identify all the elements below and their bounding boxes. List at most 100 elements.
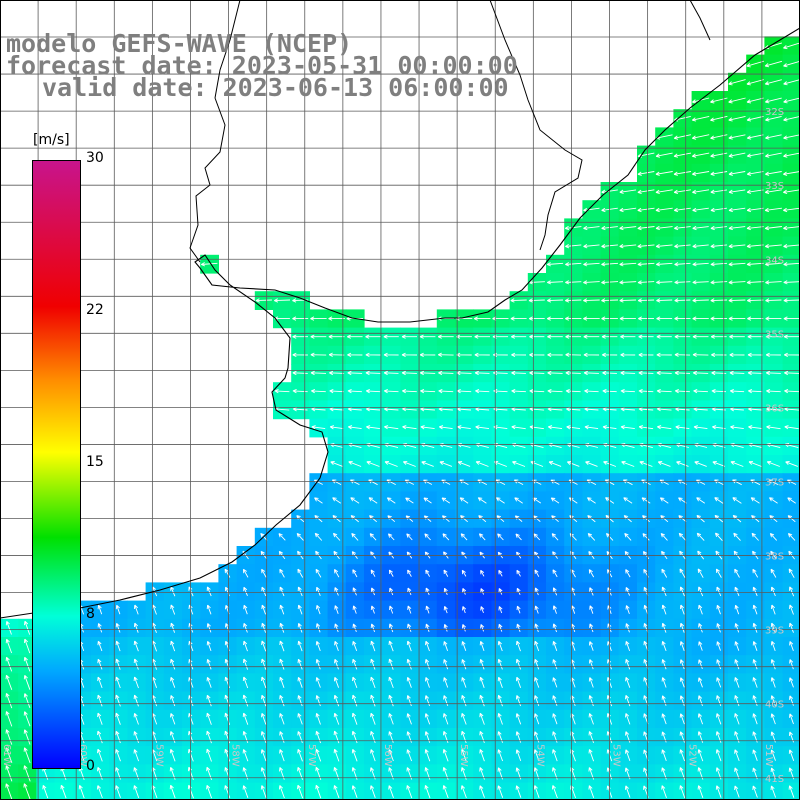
wind-arrow (23, 656, 31, 672)
wind-arrow (564, 298, 582, 303)
wind-arrow (728, 225, 746, 231)
wind-arrow (734, 641, 740, 651)
wind-arrow (97, 712, 103, 725)
wind-arrow (260, 785, 267, 799)
wind-arrow (333, 748, 340, 762)
wind-arrow (261, 640, 267, 652)
wind-arrow (206, 784, 213, 799)
wind-arrow (419, 370, 436, 376)
wind-arrow (352, 658, 358, 670)
wind-arrow (552, 677, 558, 688)
wind-arrow (565, 262, 582, 267)
wind-arrow (534, 640, 540, 652)
wind-arrow (770, 677, 776, 688)
wind-arrow (660, 532, 668, 541)
wind-arrow (347, 425, 362, 430)
wind-arrow (315, 640, 321, 652)
wind-arrow (60, 784, 67, 799)
wind-arrow (789, 604, 794, 615)
wind-arrow (516, 623, 521, 632)
wind-cell (782, 637, 800, 656)
wind-arrow (292, 334, 308, 339)
border-line (189, 97, 226, 263)
wind-arrow (583, 298, 600, 303)
wind-arrow (347, 352, 363, 358)
wind-arrow (746, 152, 764, 158)
wind-arrow (243, 640, 248, 652)
wind-arrow (477, 497, 487, 504)
wind-arrow (133, 694, 139, 707)
wind-arrow (402, 425, 417, 430)
wind-arrow (424, 551, 431, 559)
wind-arrow (656, 370, 672, 376)
wind-arrow (673, 207, 691, 213)
wind-arrow (510, 298, 527, 303)
coast-line (0, 27, 800, 619)
wind-arrow (5, 747, 13, 764)
wind-arrow (97, 748, 103, 762)
wind-arrow (438, 425, 453, 430)
wind-arrow (366, 460, 380, 467)
wind-arrow (23, 729, 31, 745)
wind-arrow (656, 334, 672, 339)
wind-arrow (674, 352, 691, 357)
wind-arrow (407, 587, 412, 596)
wind-arrow (370, 712, 376, 725)
wind-arrow (370, 623, 376, 633)
wind-arrow (406, 658, 412, 670)
wind-arrow (292, 388, 308, 394)
wind-arrow (297, 568, 304, 578)
wind-arrow (115, 676, 121, 689)
colorbar-tick-8: 8 (86, 606, 95, 622)
wind-arrow (443, 677, 449, 688)
wind-arrow (169, 784, 176, 799)
wind-arrow (443, 587, 448, 595)
wind-arrow (588, 785, 595, 798)
wind-arrow (783, 207, 800, 213)
wind-arrow (746, 115, 764, 122)
wind-arrow (460, 533, 468, 541)
wind-arrow (333, 676, 340, 688)
wind-arrow (694, 461, 707, 467)
colorbar-unit: [m/s] (33, 132, 70, 148)
wind-arrow (728, 115, 746, 122)
wind-arrow (710, 316, 728, 321)
wind-arrow (674, 316, 691, 321)
wind-cell (782, 600, 800, 620)
wind-arrow (789, 659, 794, 670)
wind-arrow (511, 388, 526, 394)
wind-arrow (661, 568, 668, 578)
wind-arrow (661, 640, 667, 652)
wind-arrow (728, 298, 746, 303)
wind-arrow (534, 587, 539, 596)
wind-arrow (712, 425, 726, 430)
wind-arrow (443, 551, 449, 559)
wind-arrow (746, 244, 764, 249)
wind-arrow (368, 497, 378, 504)
wind-arrow (783, 97, 800, 104)
wind-arrow (352, 587, 357, 596)
wind-cell (782, 564, 800, 583)
wind-arrow (170, 640, 176, 652)
wind-arrow (584, 388, 599, 394)
wind-arrow (625, 749, 631, 762)
wind-arrow (679, 659, 685, 670)
wind-arrow (661, 622, 667, 633)
wind-arrow (770, 622, 776, 633)
wind-arrow (206, 623, 212, 633)
wind-arrow (424, 749, 431, 762)
wind-arrow (552, 749, 558, 762)
wind-arrow (765, 152, 782, 158)
wind-arrow (657, 425, 672, 430)
wind-arrow (461, 569, 467, 577)
wind-arrow (457, 425, 471, 430)
wind-arrow (479, 658, 485, 670)
wind-arrow (619, 225, 637, 231)
wind-arrow (351, 551, 358, 559)
lon-label: 60W (77, 744, 88, 767)
wind-arrow (661, 785, 667, 798)
wind-arrow (734, 604, 740, 615)
wind-arrow (734, 749, 740, 762)
wind-arrow (406, 749, 413, 762)
wind-arrow (421, 461, 434, 467)
